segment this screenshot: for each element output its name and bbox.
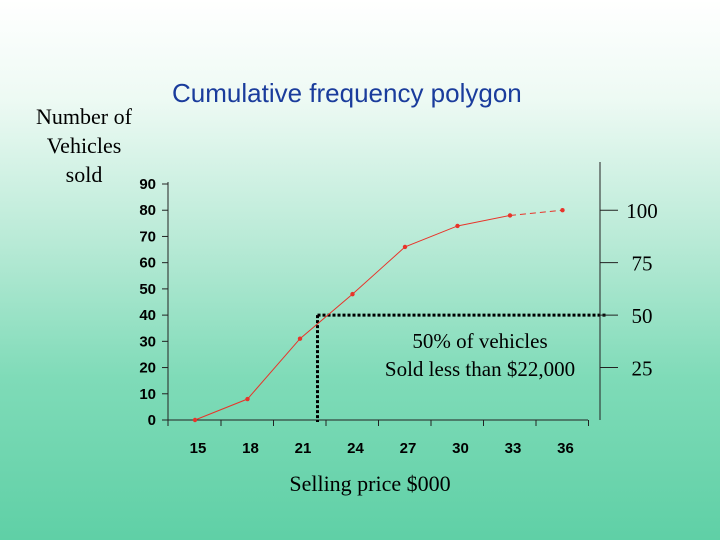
- y-axis-label-line-3: sold: [65, 162, 103, 187]
- x-tick-label: 33: [505, 440, 522, 457]
- x-tick-label: 30: [452, 440, 469, 457]
- percent-tick-label: 75: [632, 252, 653, 276]
- data-point: [455, 223, 460, 229]
- data-point: [560, 208, 565, 213]
- y-tick-label: 10: [139, 386, 156, 403]
- y-axis-label-line-1: Number of: [36, 104, 132, 129]
- y-tick-label: 90: [139, 176, 156, 193]
- chart-axes: [167, 182, 588, 421]
- series-line: [194, 214, 511, 421]
- x-ticks: 15 18 21 24 27 30 33 36: [167, 420, 589, 457]
- data-point: [507, 213, 513, 218]
- data-point: [245, 396, 250, 402]
- x-tick-label: 18: [242, 440, 259, 457]
- percent-axis: 100 75 50 25: [599, 162, 658, 420]
- annotation-line-1: 50% of vehicles: [412, 329, 548, 353]
- y-tick-label: 50: [139, 281, 156, 298]
- data-point: [297, 336, 303, 341]
- x-tick-label: 27: [400, 440, 417, 457]
- y-tick-label: 20: [139, 360, 156, 377]
- series-line-group: [192, 208, 565, 423]
- data-point: [350, 291, 355, 297]
- y-tick-label: 80: [139, 202, 156, 219]
- y-tick-label: 60: [139, 255, 156, 272]
- x-tick-label: 21: [295, 440, 312, 457]
- y-axis-label: Number of Vehicles sold: [22, 102, 146, 189]
- percent-tick-label: 100: [626, 199, 658, 223]
- percent-tick-label: 25: [632, 357, 653, 381]
- chart-title: Cumulative frequency polygon: [172, 78, 522, 108]
- x-axis-label: Selling price $000: [289, 471, 451, 496]
- y-ticks: 0 10 20 30 40 50 60 70 80 90: [139, 176, 168, 429]
- y-tick-label: 30: [139, 333, 156, 350]
- data-point: [402, 244, 408, 250]
- median-reference-line: [316, 313, 606, 422]
- data-point: [192, 417, 198, 423]
- percent-tick-label: 50: [632, 304, 653, 328]
- y-tick-label: 40: [139, 307, 156, 324]
- annotation-line-2: Sold less than $22,000: [384, 357, 576, 381]
- x-tick-label: 15: [190, 440, 207, 457]
- y-tick-label: 70: [139, 228, 156, 245]
- median-annotation: 50% of vehicles Sold less than $22,000: [360, 327, 600, 383]
- x-tick-label: 24: [347, 440, 364, 457]
- y-tick-label: 0: [148, 412, 156, 429]
- y-axis-label-line-2: Vehicles: [46, 133, 122, 158]
- x-tick-label: 36: [557, 440, 574, 457]
- series-line-last-segment: [509, 209, 563, 216]
